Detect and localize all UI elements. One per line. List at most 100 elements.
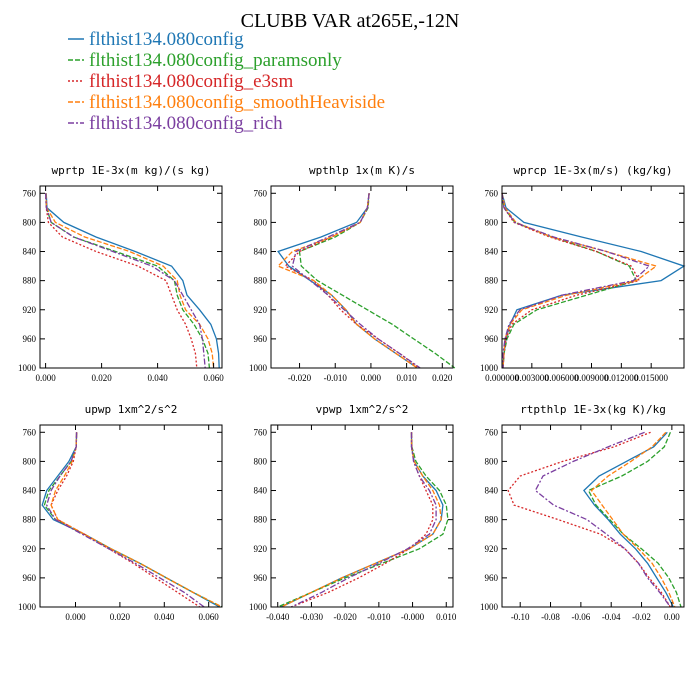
panels: wprtp 1E-3x(m kg)/(s kg) 760 800 840 880 920 9… xyxy=(18,164,686,622)
x-tick-label: 0.060 xyxy=(203,373,224,383)
series-line xyxy=(45,193,220,369)
series-line xyxy=(507,431,671,608)
y-tick-label: 800 xyxy=(485,456,499,466)
legend-entry: flthist134.080config_rich xyxy=(68,113,283,134)
series-line xyxy=(284,193,420,369)
x-tick-label: 0.009000 xyxy=(575,373,609,383)
x-tick-label: 0.010 xyxy=(436,612,457,622)
y-tick-label: 800 xyxy=(254,217,268,227)
series-line xyxy=(44,193,198,369)
panel-title: vpwp 1xm^2/s^2 xyxy=(316,403,409,416)
y-tick-label: 760 xyxy=(23,427,37,437)
series-line xyxy=(44,193,206,369)
series-line xyxy=(277,193,418,369)
x-tick-label: 0.003000 xyxy=(515,373,549,383)
legend-entry: flthist134.080config_e3sm xyxy=(68,71,293,92)
y-tick-label: 760 xyxy=(485,427,499,437)
series-line xyxy=(501,193,641,369)
y-tick-label: 800 xyxy=(23,456,37,466)
y-tick-label: 920 xyxy=(485,544,499,554)
legend-label: flthist134.080config xyxy=(89,29,244,50)
y-tick-label: 840 xyxy=(23,247,37,257)
plot-frame xyxy=(39,424,223,608)
y-tick-label: 960 xyxy=(254,334,268,344)
x-tick-label: -0.020 xyxy=(288,373,312,383)
y-tick-label: 1000 xyxy=(480,602,499,612)
panel-title: wpthlp 1x(m K)/s xyxy=(309,164,415,177)
y-tick-label: 840 xyxy=(23,486,37,496)
panel-4: upwp 1xm^2/s^2 760 800 840 880 920 960 1000 0.00… xyxy=(18,403,223,622)
y-tick-label: 1000 xyxy=(18,363,37,373)
y-tick-label: 960 xyxy=(485,334,499,344)
series-line xyxy=(501,193,638,369)
y-tick-label: 920 xyxy=(485,305,499,315)
y-tick-label: 960 xyxy=(23,334,37,344)
series-line xyxy=(290,432,437,608)
series-line xyxy=(534,431,671,608)
y-tick-label: 880 xyxy=(254,515,268,525)
x-tick-label: 0.020 xyxy=(432,373,453,383)
legend-entry: flthist134.080config xyxy=(68,29,244,50)
y-tick-label: 880 xyxy=(23,276,37,286)
y-tick-label: 760 xyxy=(254,427,268,437)
y-tick-label: 880 xyxy=(485,515,499,525)
panel-3: wprcp 1E-3x(m/s) (kg/kg) 760 800 840 880 920 9… xyxy=(480,164,686,383)
y-tick-label: 880 xyxy=(254,276,268,286)
y-tick-label: 840 xyxy=(485,486,499,496)
panel-title: rtpthlp 1E-3x(kg K)/kg xyxy=(520,403,666,416)
legend-label: flthist134.080config_e3sm xyxy=(89,71,293,92)
y-tick-label: 920 xyxy=(23,544,37,554)
y-tick-label: 760 xyxy=(485,188,499,198)
legend-label: flthist134.080config_rich xyxy=(89,113,283,134)
x-tick-label: -0.010 xyxy=(367,612,391,622)
plot-frame xyxy=(501,424,685,608)
series-line xyxy=(590,431,676,608)
series-line xyxy=(501,193,651,368)
y-tick-label: 760 xyxy=(23,188,37,198)
y-tick-label: 880 xyxy=(23,515,37,525)
x-tick-label: 0.020 xyxy=(91,373,112,383)
series-line xyxy=(277,432,449,608)
panel-title: upwp 1xm^2/s^2 xyxy=(85,403,178,416)
y-tick-label: 1000 xyxy=(480,363,499,373)
x-tick-label: 0.000 xyxy=(35,373,56,383)
x-tick-label: 0.000 xyxy=(361,373,382,383)
series-line xyxy=(583,431,674,608)
x-tick-label: 0.012000 xyxy=(604,373,638,383)
series-line xyxy=(276,193,418,369)
x-tick-label: -0.000 xyxy=(401,612,425,622)
y-tick-label: 960 xyxy=(23,573,37,583)
panel-5: vpwp 1xm^2/s^27608008408809209601000-0.0… xyxy=(249,403,457,622)
y-tick-label: 960 xyxy=(485,573,499,583)
plot-frame xyxy=(501,185,685,369)
x-tick-label: 0.006000 xyxy=(545,373,579,383)
y-tick-label: 800 xyxy=(254,456,268,466)
x-tick-label: -0.10 xyxy=(511,612,530,622)
y-tick-label: 840 xyxy=(254,247,268,257)
x-tick-label: 0.060 xyxy=(199,612,220,622)
series-line xyxy=(45,193,211,369)
y-tick-label: 1000 xyxy=(249,363,268,373)
series-line xyxy=(501,193,686,369)
plot-frame xyxy=(39,185,223,369)
x-tick-label: 0.040 xyxy=(154,612,175,622)
x-tick-label: -0.06 xyxy=(571,612,590,622)
x-tick-label: 0.015000 xyxy=(634,373,668,383)
panel-title: wprtp 1E-3x(m kg)/(s kg) xyxy=(52,164,211,177)
series-line xyxy=(41,432,221,608)
y-tick-label: 1000 xyxy=(249,602,268,612)
series-line xyxy=(45,193,215,369)
panel-2: wpthlp 1x(m K)/s 760 800 840 880 920 960 1000 -0… xyxy=(249,164,456,383)
y-tick-label: 920 xyxy=(23,305,37,315)
panel-title: wprcp 1E-3x(m/s) (kg/kg) xyxy=(514,164,673,177)
x-tick-label: 0.000000 xyxy=(485,373,519,383)
x-tick-label: -0.010 xyxy=(324,373,348,383)
legend-label: flthist134.080config_smoothHeaviside xyxy=(89,92,385,113)
legend-label: flthist134.080config_paramsonly xyxy=(89,50,342,71)
x-tick-label: -0.030 xyxy=(300,612,324,622)
series-line xyxy=(280,432,444,608)
series-line xyxy=(587,432,682,608)
x-tick-label: -0.02 xyxy=(632,612,651,622)
y-tick-label: 880 xyxy=(485,276,499,286)
